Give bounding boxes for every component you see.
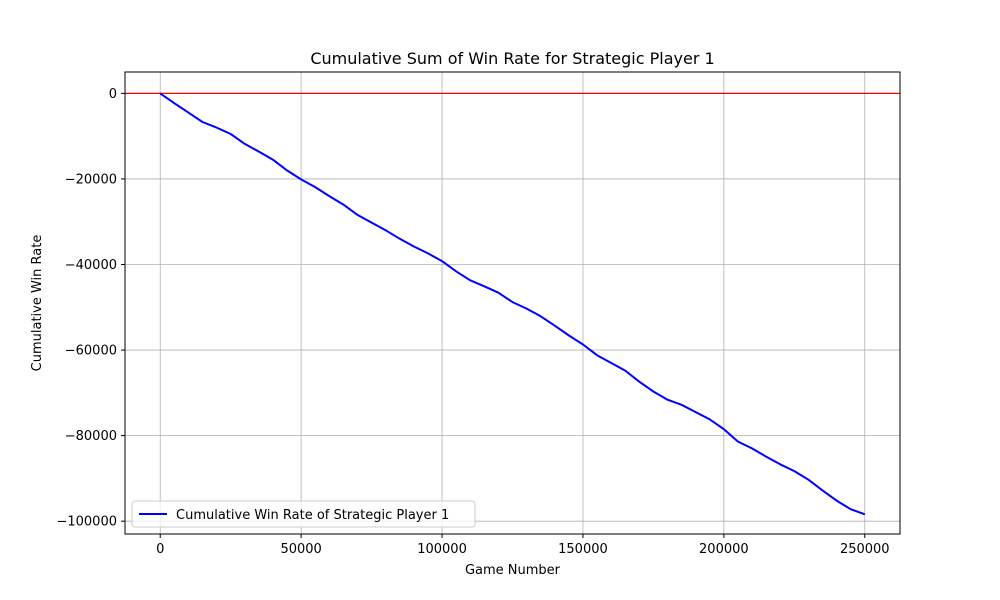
- chart-title: Cumulative Sum of Win Rate for Strategic…: [310, 49, 714, 68]
- y-axis-ticks: 0 −20000 −40000 −60000 −80000 −100000: [56, 87, 125, 530]
- x-tick-label: 50000: [280, 542, 321, 557]
- x-tick-label: 100000: [417, 542, 467, 557]
- legend-box: [131, 500, 476, 528]
- y-tick-label: −40000: [65, 258, 117, 273]
- y-axis-label: Cumulative Win Rate: [30, 235, 45, 372]
- y-tick-label: 0: [109, 87, 117, 102]
- y-tick-label: −80000: [65, 429, 117, 444]
- y-tick-label: −60000: [65, 344, 117, 359]
- series-group: [159, 92, 866, 516]
- series-line: [159, 92, 866, 516]
- x-tick-label: 0: [156, 542, 164, 557]
- legend: Cumulative Win Rate of Strategic Player …: [131, 500, 476, 528]
- x-tick-label: 250000: [840, 542, 890, 557]
- legend-label: Cumulative Win Rate of Strategic Player …: [176, 508, 449, 523]
- x-tick-label: 150000: [558, 542, 608, 557]
- x-axis-label: Game Number: [465, 563, 561, 578]
- y-tick-label: −100000: [56, 515, 117, 530]
- plot-frame: [124, 71, 901, 535]
- y-tick-label: −20000: [65, 172, 117, 187]
- x-axis-ticks: 0 50000 100000 150000 200000 250000: [156, 534, 890, 557]
- x-tick-label: 200000: [699, 542, 749, 557]
